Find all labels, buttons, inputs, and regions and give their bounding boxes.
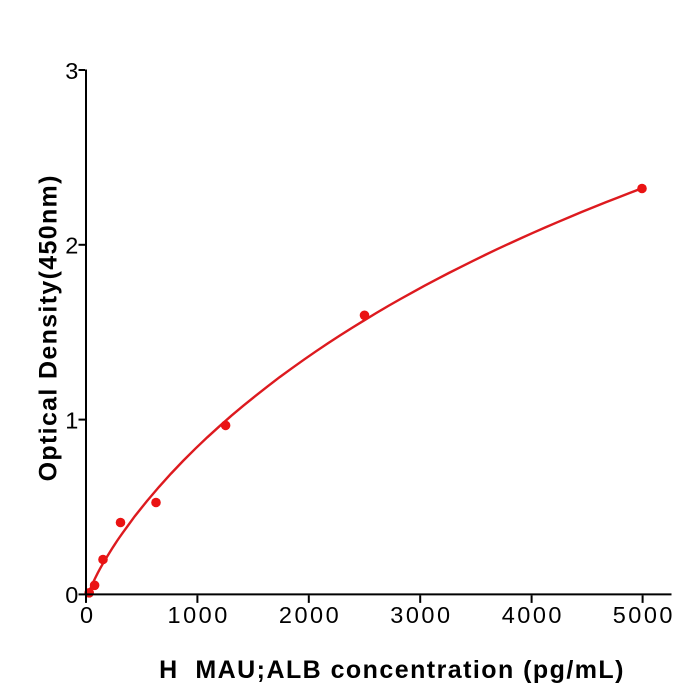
svg-text:2000: 2000: [279, 602, 341, 628]
svg-text:H MAU;ALB concentration (pg/m: H MAU;ALB concentration (pg/mL): [159, 656, 625, 684]
svg-text:Optical Density(450nm): Optical Density(450nm): [35, 174, 63, 481]
svg-text:5000: 5000: [613, 602, 675, 628]
svg-text:2: 2: [65, 233, 78, 259]
svg-text:3: 3: [65, 58, 78, 84]
svg-text:1: 1: [65, 407, 78, 433]
svg-text:3000: 3000: [390, 602, 452, 628]
svg-text:4000: 4000: [502, 602, 564, 628]
svg-text:1000: 1000: [168, 602, 230, 628]
svg-text:0: 0: [65, 582, 78, 608]
svg-text:0: 0: [80, 602, 96, 628]
